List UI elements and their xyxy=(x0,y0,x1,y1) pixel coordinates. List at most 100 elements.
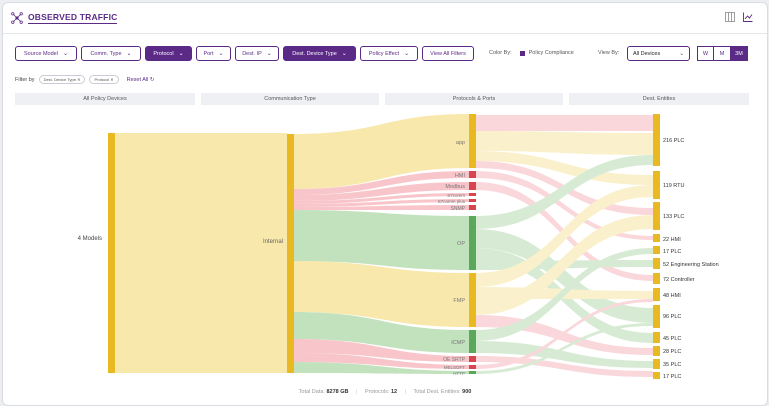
node-dest-216plc[interactable] xyxy=(653,114,660,166)
node-dest-28plc[interactable] xyxy=(653,346,660,356)
label-destination: 96 PLC xyxy=(663,314,681,320)
filter-label: Dest. IP xyxy=(242,50,262,57)
flow-internal-melsoft[interactable] xyxy=(293,353,469,369)
node-s7commplus[interactable] xyxy=(469,199,476,202)
flow-internal-op[interactable] xyxy=(293,210,469,270)
node-dest-119rtu[interactable] xyxy=(653,171,660,199)
node-dest-22hmi[interactable] xyxy=(653,234,660,242)
filter-port[interactable]: Port ⌄ xyxy=(196,46,231,61)
close-icon[interactable]: ✕ xyxy=(77,77,81,82)
flow-internal-snmp[interactable] xyxy=(293,205,469,210)
sankey-diagram: 4 Models Internal app HMI Modbus S7comm … xyxy=(78,114,719,380)
node-http[interactable] xyxy=(469,371,476,374)
flow-fmp-133plc[interactable] xyxy=(475,215,653,315)
filter-protocol[interactable]: Protocol ⌄ xyxy=(145,46,192,61)
node-dest-96plc[interactable] xyxy=(653,305,660,328)
flow-internal-hmi[interactable] xyxy=(293,171,469,195)
view-by-select[interactable]: All Devices ⌄ xyxy=(627,46,690,61)
filter-chip-dest-device-type[interactable]: Dest. Device Type ✕ xyxy=(38,75,86,84)
flow-internal-s7comm[interactable] xyxy=(293,193,469,204)
flow-app-119rtu[interactable] xyxy=(475,151,653,185)
node-fmp[interactable] xyxy=(469,273,476,327)
refresh-icon: ↻ xyxy=(149,76,155,83)
filter-chip-protocol[interactable]: Protocol ✕ xyxy=(89,75,119,84)
view-all-filters-button[interactable]: View All Filters xyxy=(422,46,474,61)
filter-policy-effect[interactable]: Policy Effect ⌄ xyxy=(360,46,418,61)
page-title: OBSERVED TRAFFIC xyxy=(28,12,118,24)
node-snmp[interactable] xyxy=(469,205,476,210)
flow-icmp-35plc[interactable] xyxy=(475,341,653,368)
column-label: Dest. Entities xyxy=(642,96,676,102)
flow-source-to-internal[interactable] xyxy=(114,133,287,373)
flow-icmp-17plc[interactable] xyxy=(475,248,653,341)
label-protocol: HMI xyxy=(455,173,466,179)
flow-internal-modbus[interactable] xyxy=(293,182,469,201)
flow-op-96plc[interactable] xyxy=(475,229,653,323)
range-3-months[interactable]: 3M xyxy=(731,46,748,61)
flow-internal-http[interactable] xyxy=(293,362,469,374)
reset-label: Reset All xyxy=(126,76,149,83)
node-internal[interactable] xyxy=(287,134,294,373)
filter-dest-device-type[interactable]: Dest. Device Type ⌄ xyxy=(283,46,356,61)
divider: | xyxy=(356,389,358,395)
label-protocol: OP xyxy=(457,241,465,247)
reset-all-button[interactable]: Reset All ↻ xyxy=(127,77,155,83)
node-melsoft[interactable] xyxy=(469,365,476,369)
color-by-value[interactable]: Policy Compliance xyxy=(528,50,574,56)
label-destination: 17 PLC xyxy=(663,249,681,255)
chevron-down-icon: ⌄ xyxy=(341,51,347,57)
filter-label: Comm. Type xyxy=(90,50,122,57)
flow-fmp-119rtu[interactable] xyxy=(475,185,653,287)
node-dest-17plc-b[interactable] xyxy=(653,372,660,379)
flow-melsoft-48hmi[interactable] xyxy=(475,299,653,369)
filter-label: Source Model xyxy=(24,50,58,57)
flow-internal-s7commplus[interactable] xyxy=(293,199,469,207)
node-dest-133plc[interactable] xyxy=(653,202,660,230)
filter-toolbar: Source Model ⌄ Comm. Type ⌄ Protocol ⌄ Port… xyxy=(15,46,474,61)
node-dest-35plc[interactable] xyxy=(653,359,660,369)
column-header-comm-type: Communication Type xyxy=(201,93,379,105)
label-destination: 133 PLC xyxy=(663,214,684,220)
flow-internal-fmp[interactable] xyxy=(293,261,469,327)
node-hmi[interactable] xyxy=(469,171,476,178)
node-oesrtp[interactable] xyxy=(469,356,476,362)
range-month[interactable]: M xyxy=(714,46,731,61)
column-header-protocols: Protocols & Ports xyxy=(385,93,563,105)
node-dest-17plc-a[interactable] xyxy=(653,246,660,254)
node-modbus[interactable] xyxy=(469,182,476,190)
close-icon[interactable]: ✕ xyxy=(110,77,114,82)
node-dest-eng-station[interactable] xyxy=(653,258,660,269)
column-label: All Policy Devices xyxy=(83,96,127,102)
label-destination: 22 HMI xyxy=(663,237,681,243)
label-protocol: Modbus xyxy=(445,184,465,190)
node-op[interactable] xyxy=(469,216,476,270)
label-protocol: FMP xyxy=(453,298,465,304)
grid-icon[interactable] xyxy=(725,12,735,22)
node-4-models[interactable] xyxy=(108,133,115,373)
flow-internal-app[interactable] xyxy=(293,114,469,189)
node-s7comm[interactable] xyxy=(469,193,476,196)
range-week[interactable]: W xyxy=(697,46,714,61)
filter-comm-type[interactable]: Comm. Type ⌄ xyxy=(81,46,141,61)
view-by-value: All Devices xyxy=(633,50,661,57)
label-protocol: ICMP xyxy=(451,340,465,346)
flow-hmi-22hmi[interactable] xyxy=(475,171,653,240)
chart-icon[interactable] xyxy=(743,12,753,22)
flow-op-216plc[interactable] xyxy=(475,155,653,229)
node-dest-45plc[interactable] xyxy=(653,332,660,343)
node-icmp[interactable] xyxy=(469,330,476,353)
flow-internal-oesrtp[interactable] xyxy=(293,339,469,362)
filter-label: Policy Effect xyxy=(368,50,400,57)
flows-to-destinations xyxy=(475,115,653,377)
node-dest-48hmi[interactable] xyxy=(653,288,660,301)
node-app[interactable] xyxy=(469,114,476,168)
flow-app-216plc-b[interactable] xyxy=(475,131,653,155)
flow-internal-icmp[interactable] xyxy=(293,312,469,353)
filter-dest-ip[interactable]: Dest. IP ⌄ xyxy=(235,46,279,61)
node-dest-72controller[interactable] xyxy=(653,273,660,284)
filter-source-model[interactable]: Source Model ⌄ xyxy=(15,46,77,61)
flow-http-96plc[interactable] xyxy=(475,323,653,374)
label-protocol: HTTP xyxy=(453,371,465,376)
flow-app-216plc[interactable] xyxy=(475,115,653,131)
